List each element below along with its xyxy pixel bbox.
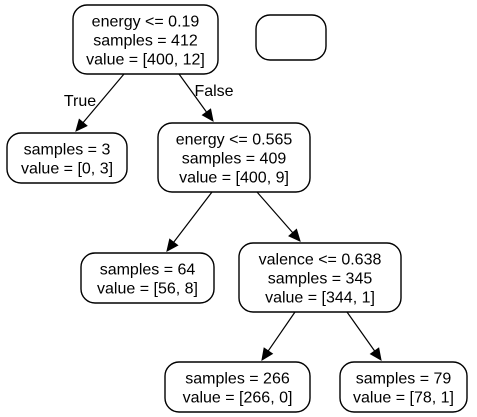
arrowhead-split_valence-to-leaf_c <box>261 347 274 361</box>
arrowhead-root-to-leaf_a <box>75 118 88 132</box>
node-text-line: samples = 409 <box>182 151 287 168</box>
node-text-line: value = [266, 0] <box>183 390 293 407</box>
node-box-root <box>72 4 219 75</box>
node-text-line: value = [344, 1] <box>265 290 375 307</box>
node-box-leaf_b <box>80 252 215 304</box>
node-text-line: value = [78, 1] <box>353 390 454 407</box>
node-leaf_b: samples = 64 value = [56, 8] <box>80 252 215 304</box>
node-box-split_energy <box>157 122 311 193</box>
edge-split_energy-to-split_valence <box>256 191 294 234</box>
edge-split_energy-to-leaf_b <box>173 191 213 243</box>
edge-label-false: False <box>194 83 233 100</box>
node-box-leaf_d <box>339 361 468 413</box>
node-box-blank <box>255 14 327 61</box>
arrowhead-root-to-split_energy <box>201 108 214 122</box>
node-text-line: value = [56, 8] <box>97 281 198 298</box>
arrowhead-split_energy-to-leaf_b <box>166 238 179 252</box>
node-box-leaf_a <box>6 132 128 184</box>
node-split_valence: valence <= 0.638 samples = 345 value = [34… <box>238 242 402 313</box>
node-box-leaf_c <box>164 361 311 413</box>
node-root: energy <= 0.19 samples = 412 value = [400,… <box>72 4 219 75</box>
node-blank <box>255 14 327 61</box>
node-text-line: samples = 345 <box>268 271 373 288</box>
edge-split_valence-to-leaf_c <box>267 311 296 352</box>
edge-split_valence-to-leaf_d <box>346 311 376 352</box>
node-text-line: value = [400, 9] <box>179 170 289 187</box>
node-leaf_c: samples = 266 value = [266, 0] <box>164 361 311 413</box>
edge-label-true: True <box>64 93 96 110</box>
node-text-line: samples = 79 <box>356 371 452 388</box>
arrowhead-split_energy-to-split_valence <box>288 228 301 242</box>
node-text-line: value = [0, 3] <box>21 161 113 178</box>
node-text-line: energy <= 0.565 <box>176 132 293 149</box>
nodes-layer: energy <= 0.19 samples = 412 value = [400,… <box>6 4 468 413</box>
node-text-line: samples = 64 <box>100 262 196 279</box>
node-text-line: samples = 412 <box>93 33 198 50</box>
node-box-split_valence <box>238 242 402 313</box>
node-leaf_a: samples = 3 value = [0, 3] <box>6 132 128 184</box>
node-text-line: valence <= 0.638 <box>259 252 382 269</box>
node-split_energy: energy <= 0.565 samples = 409 value = [400… <box>157 122 311 193</box>
node-text-line: energy <= 0.19 <box>92 14 200 31</box>
node-text-line: samples = 3 <box>24 142 111 159</box>
edge-root-to-leaf_a <box>82 73 125 123</box>
edge-root-to-split_energy <box>178 73 208 113</box>
node-text-line: samples = 266 <box>185 371 290 388</box>
edges-layer: True False <box>64 73 382 361</box>
arrowhead-split_valence-to-leaf_d <box>369 347 382 361</box>
node-leaf_d: samples = 79 value = [78, 1] <box>339 361 468 413</box>
node-text-line: value = [400, 12] <box>86 52 205 69</box>
